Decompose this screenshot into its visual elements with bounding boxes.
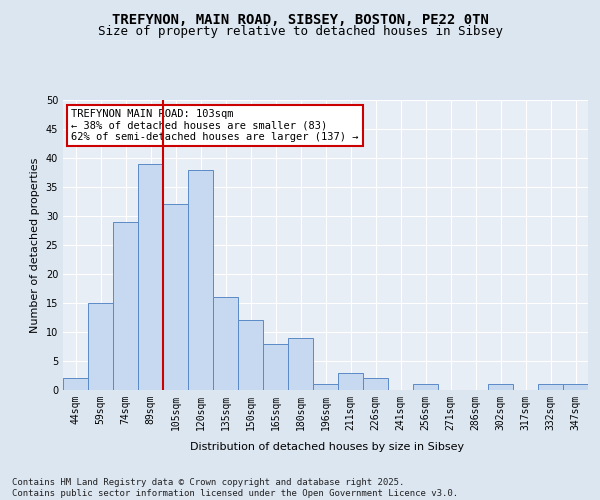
Text: Size of property relative to detached houses in Sibsey: Size of property relative to detached ho… [97, 25, 503, 38]
Bar [288, 338, 313, 390]
Bar [263, 344, 288, 390]
Bar [413, 384, 438, 390]
Bar [113, 222, 138, 390]
Y-axis label: Number of detached properties: Number of detached properties [30, 158, 40, 332]
Bar [138, 164, 163, 390]
Text: Contains HM Land Registry data © Crown copyright and database right 2025.
Contai: Contains HM Land Registry data © Crown c… [12, 478, 458, 498]
Bar [163, 204, 188, 390]
Bar [338, 372, 363, 390]
Bar [563, 384, 588, 390]
Bar [63, 378, 88, 390]
Text: Distribution of detached houses by size in Sibsey: Distribution of detached houses by size … [190, 442, 464, 452]
Bar [488, 384, 513, 390]
Bar [213, 297, 238, 390]
Bar [88, 303, 113, 390]
Bar [188, 170, 213, 390]
Text: TREFYNON, MAIN ROAD, SIBSEY, BOSTON, PE22 0TN: TREFYNON, MAIN ROAD, SIBSEY, BOSTON, PE2… [112, 12, 488, 26]
Bar [313, 384, 338, 390]
Text: TREFYNON MAIN ROAD: 103sqm
← 38% of detached houses are smaller (83)
62% of semi: TREFYNON MAIN ROAD: 103sqm ← 38% of deta… [71, 108, 358, 142]
Bar [538, 384, 563, 390]
Bar [238, 320, 263, 390]
Bar [363, 378, 388, 390]
